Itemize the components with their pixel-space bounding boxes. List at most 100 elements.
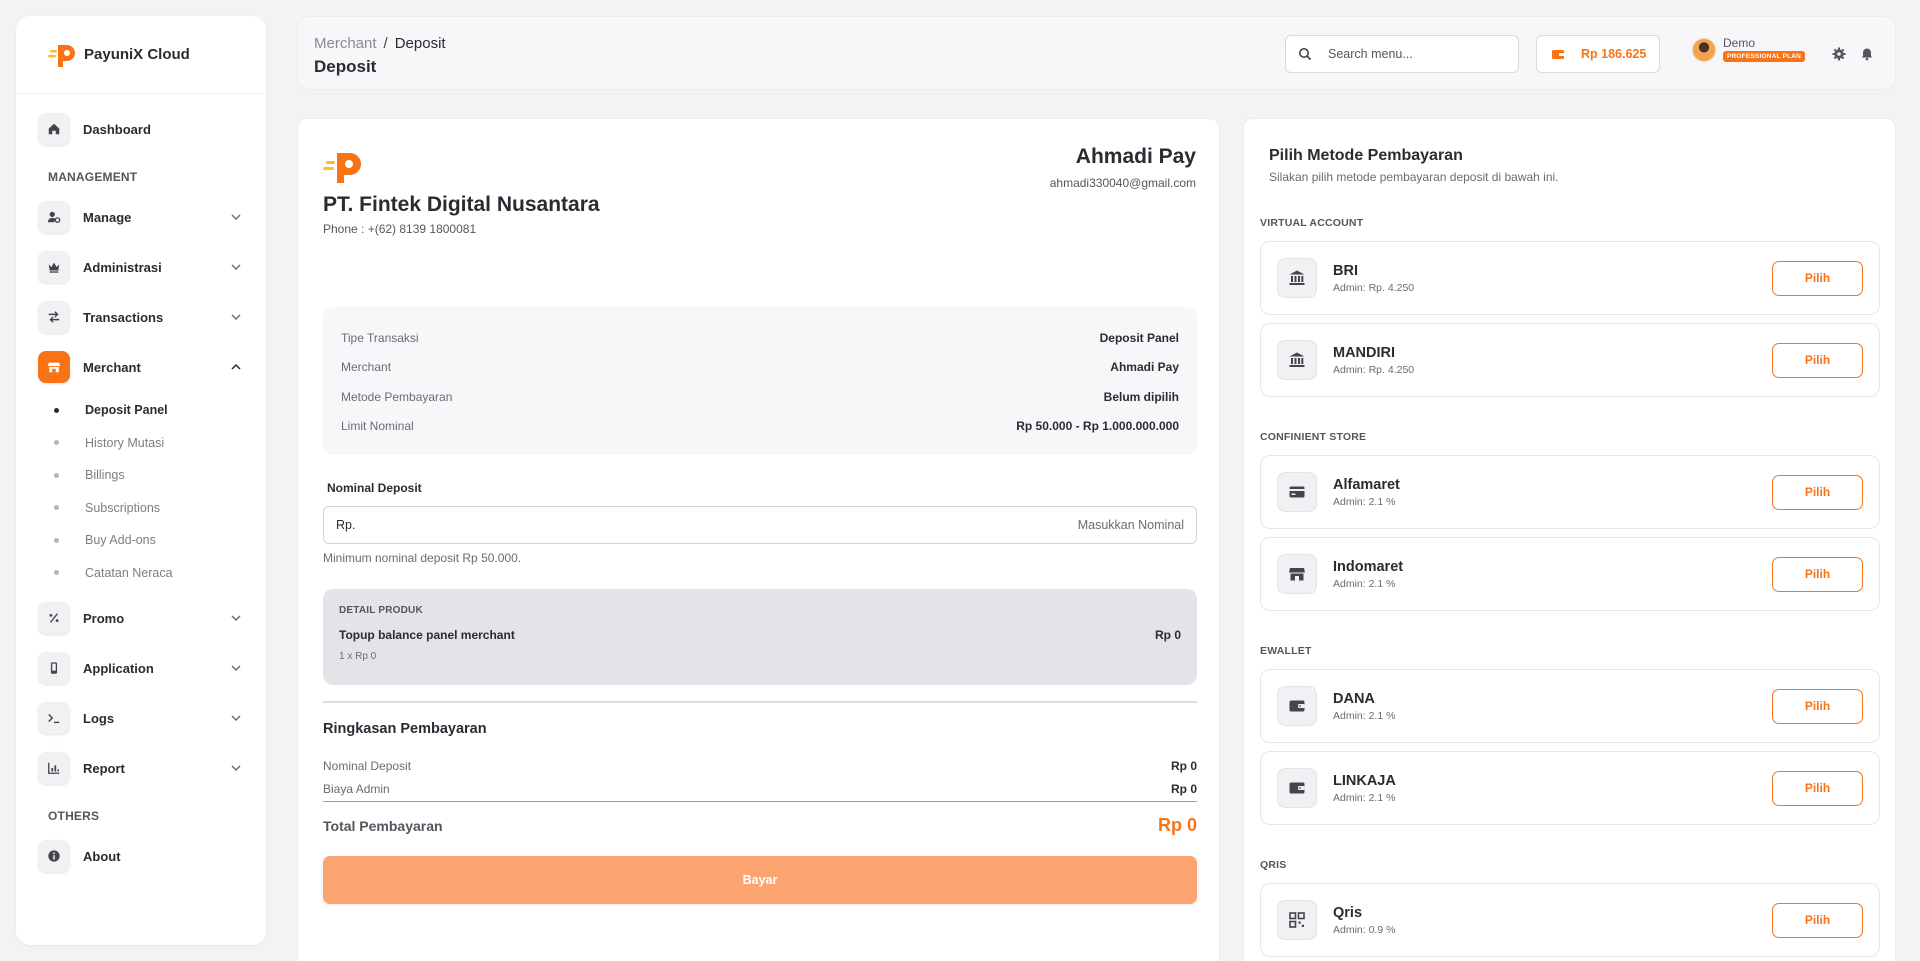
subnav-item-label: Subscriptions: [85, 500, 161, 515]
payment-method-name: MANDIRI: [1333, 344, 1396, 361]
sidebar-item-label: Report: [83, 760, 125, 776]
payment-method-name: LINKAJA: [1333, 772, 1396, 789]
summary-value: Rp 0: [1170, 782, 1197, 796]
breadcrumb-current: Deposit: [394, 35, 446, 52]
balance-button[interactable]: Rp 186.625: [1536, 35, 1660, 73]
payment-method-bri[interactable]: BRI Admin: Rp. 4.250 Pilih: [1260, 241, 1880, 315]
sidebar-item-promo[interactable]: Promo: [16, 593, 266, 643]
payment-method-alfamaret[interactable]: Alfamaret Admin: 2.1 % Pilih: [1260, 455, 1880, 529]
chevron-down-icon: [231, 214, 241, 221]
summary-key: Nominal Deposit: [323, 759, 412, 773]
mobile-icon: [38, 652, 70, 684]
divider: [323, 801, 1197, 802]
info-icon: [38, 840, 70, 872]
choose-button[interactable]: Pilih: [1772, 688, 1863, 724]
info-row: Limit Nominal Rp 50.000 - Rp 1.000.000.0…: [341, 412, 1179, 442]
choose-button[interactable]: Pilih: [1772, 902, 1863, 938]
sidebar-item-logs[interactable]: Logs: [16, 693, 266, 743]
pay-button[interactable]: Bayar: [323, 856, 1197, 904]
nominal-field[interactable]: Rp.: [323, 506, 1197, 544]
payment-method-dana[interactable]: DANA Admin: 2.1 % Pilih: [1260, 669, 1880, 743]
payment-method-fee: Admin: 0.9 %: [1333, 923, 1396, 936]
wallet-icon: [1552, 50, 1564, 59]
chevron-down-icon: [231, 765, 241, 772]
subnav-item-history-mutasi[interactable]: History Mutasi: [16, 427, 266, 460]
company-name: PT. Fintek Digital Nusantara: [323, 193, 600, 216]
brand[interactable]: PayuniX Cloud: [16, 16, 266, 94]
nominal-label: Nominal Deposit: [327, 481, 422, 495]
choose-button[interactable]: Pilih: [1772, 556, 1863, 592]
group-heading: QRIS: [1260, 859, 1287, 871]
transaction-info: Tipe Transaksi Deposit Panel Merchant Ah…: [323, 307, 1197, 455]
payment-methods-panel: Pilih Metode Pembayaran Silakan pilih me…: [1243, 118, 1896, 961]
currency-prefix: Rp.: [336, 518, 356, 532]
section-others: OTHERS: [48, 809, 100, 823]
choose-button[interactable]: Pilih: [1772, 770, 1863, 806]
payment-methods-title: Pilih Metode Pembayaran: [1269, 147, 1463, 164]
sidebar-item-manage[interactable]: Manage: [16, 192, 266, 242]
company-phone: Phone : +(62) 8139 1800081: [323, 222, 477, 236]
home-icon: [38, 113, 70, 145]
summary-value: Rp 0: [1170, 759, 1197, 773]
sidebar-item-administrasi[interactable]: Administrasi: [16, 242, 266, 292]
subnav-item-billings[interactable]: Billings: [16, 459, 266, 492]
chevron-down-icon: [231, 314, 241, 321]
plan-badge: PROFESSIONAL PLAN: [1723, 51, 1806, 62]
sidebar-item-label: Administrasi: [83, 259, 162, 275]
payunix-logo-icon: [48, 44, 75, 67]
section-management: MANAGEMENT: [48, 170, 138, 184]
sidebar-item-merchant[interactable]: Merchant: [16, 342, 266, 392]
subnav-item-label: Catatan Neraca: [85, 565, 173, 580]
subnav-item-catatan-neraca[interactable]: Catatan Neraca: [16, 557, 266, 590]
info-row: Tipe Transaksi Deposit Panel: [341, 323, 1179, 353]
merchant-email: ahmadi330040@gmail.com: [1049, 176, 1196, 190]
user-name: Demo: [1723, 36, 1756, 50]
merchant-subnav: Deposit Panel History Mutasi Billings Su…: [16, 392, 266, 593]
bullet-icon: [54, 505, 59, 511]
choose-button[interactable]: Pilih: [1772, 342, 1863, 378]
chevron-down-icon: [231, 264, 241, 271]
payment-method-qris[interactable]: Qris Admin: 0.9 % Pilih: [1260, 883, 1880, 957]
sidebar-item-dashboard[interactable]: Dashboard: [16, 104, 266, 154]
chevron-up-icon: [231, 363, 241, 370]
sidebar-item-transactions[interactable]: Transactions: [16, 292, 266, 342]
sidebar: PayuniX Cloud Dashboard MANAGEMENT Manag…: [16, 16, 266, 945]
payment-methods-subtitle: Silakan pilih metode pembayaran deposit …: [1269, 170, 1559, 184]
page-title: Deposit: [314, 57, 377, 76]
bullet-icon: [54, 407, 59, 413]
payment-method-name: Indomaret: [1333, 558, 1404, 575]
breadcrumb-link-merchant[interactable]: Merchant: [314, 35, 377, 52]
product-quantity: 1 x Rp 0: [339, 651, 377, 662]
bell-icon[interactable]: [1860, 47, 1874, 61]
subnav-item-subscriptions[interactable]: Subscriptions: [16, 492, 266, 525]
choose-button[interactable]: Pilih: [1772, 474, 1863, 510]
payment-method-linkaja[interactable]: LINKAJA Admin: 2.1 % Pilih: [1260, 751, 1880, 825]
subnav-item-deposit-panel[interactable]: Deposit Panel: [16, 394, 266, 427]
info-value: Deposit Panel: [1099, 330, 1179, 345]
sidebar-item-about[interactable]: About: [16, 831, 266, 881]
bullet-icon: [54, 570, 59, 576]
search-input[interactable]: [1328, 47, 1498, 61]
payment-method-indomaret[interactable]: Indomaret Admin: 2.1 % Pilih: [1260, 537, 1880, 611]
chevron-down-icon: [231, 665, 241, 672]
user-menu[interactable]: Demo PROFESSIONAL PLAN: [1692, 36, 1806, 62]
payment-method-mandiri[interactable]: MANDIRI Admin: Rp. 4.250 Pilih: [1260, 323, 1880, 397]
bank-icon: [1277, 258, 1317, 298]
nominal-input[interactable]: [365, 518, 1184, 532]
gear-icon[interactable]: [1832, 47, 1846, 61]
search-icon: [1299, 48, 1312, 61]
payunix-logo-icon: [323, 153, 361, 183]
group-heading: EWALLET: [1260, 645, 1312, 657]
chart-bar-icon: [38, 752, 70, 784]
summary-row: Nominal Deposit Rp 0: [323, 759, 1197, 773]
choose-button[interactable]: Pilih: [1772, 260, 1863, 296]
sidebar-item-report[interactable]: Report: [16, 743, 266, 793]
top-header: Merchant / Deposit Deposit Rp 186.625 Demo…: [297, 16, 1896, 90]
sidebar-item-application[interactable]: Application: [16, 643, 266, 693]
search-box[interactable]: [1285, 35, 1519, 73]
payment-method-fee: Admin: 2.1 %: [1333, 577, 1396, 590]
user-gear-icon: [38, 201, 70, 233]
arrows-swap-icon: [38, 301, 70, 333]
payment-method-fee: Admin: Rp. 4.250: [1333, 281, 1415, 294]
subnav-item-buy-add-ons[interactable]: Buy Add-ons: [16, 524, 266, 557]
